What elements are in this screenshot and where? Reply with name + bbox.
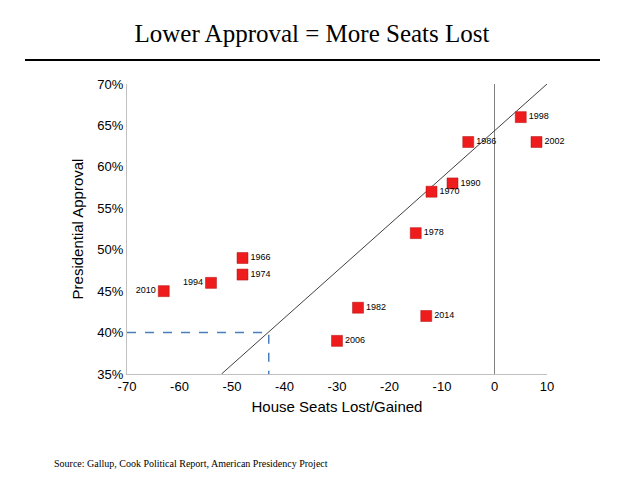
svg-text:Presidential Approval: Presidential Approval: [69, 159, 86, 300]
svg-text:70%: 70%: [97, 77, 123, 92]
svg-text:-20: -20: [380, 379, 399, 394]
svg-text:-30: -30: [328, 379, 347, 394]
svg-text:2010: 2010: [136, 285, 156, 295]
svg-text:-60: -60: [170, 379, 189, 394]
svg-text:2006: 2006: [345, 335, 365, 345]
svg-text:60%: 60%: [97, 159, 123, 174]
svg-text:10: 10: [540, 379, 554, 394]
svg-text:40%: 40%: [97, 325, 123, 340]
svg-text:1966: 1966: [250, 252, 270, 262]
svg-text:1974: 1974: [250, 269, 270, 279]
svg-text:-10: -10: [433, 379, 452, 394]
svg-text:1982: 1982: [366, 302, 386, 312]
svg-text:1990: 1990: [460, 178, 480, 188]
svg-text:1978: 1978: [424, 227, 444, 237]
svg-text:1986: 1986: [476, 136, 496, 146]
svg-text:1994: 1994: [183, 277, 203, 287]
svg-text:45%: 45%: [97, 284, 123, 299]
svg-text:Lower Approval = More Seats Lo: Lower Approval = More Seats Lost: [134, 20, 489, 47]
svg-text:50%: 50%: [97, 242, 123, 257]
svg-text:-70: -70: [118, 379, 137, 394]
svg-text:Source: Gallup, Cook Political: Source: Gallup, Cook Political Report, A…: [54, 458, 328, 469]
svg-text:2002: 2002: [544, 136, 564, 146]
svg-text:0: 0: [491, 379, 498, 394]
svg-text:-50: -50: [223, 379, 242, 394]
svg-text:65%: 65%: [97, 118, 123, 133]
svg-text:55%: 55%: [97, 201, 123, 216]
svg-text:-40: -40: [275, 379, 294, 394]
svg-text:1998: 1998: [529, 111, 549, 121]
svg-text:35%: 35%: [97, 367, 123, 382]
svg-text:House Seats Lost/Gained: House Seats Lost/Gained: [252, 398, 423, 415]
svg-text:2014: 2014: [434, 310, 454, 320]
svg-text:1970: 1970: [439, 186, 459, 196]
